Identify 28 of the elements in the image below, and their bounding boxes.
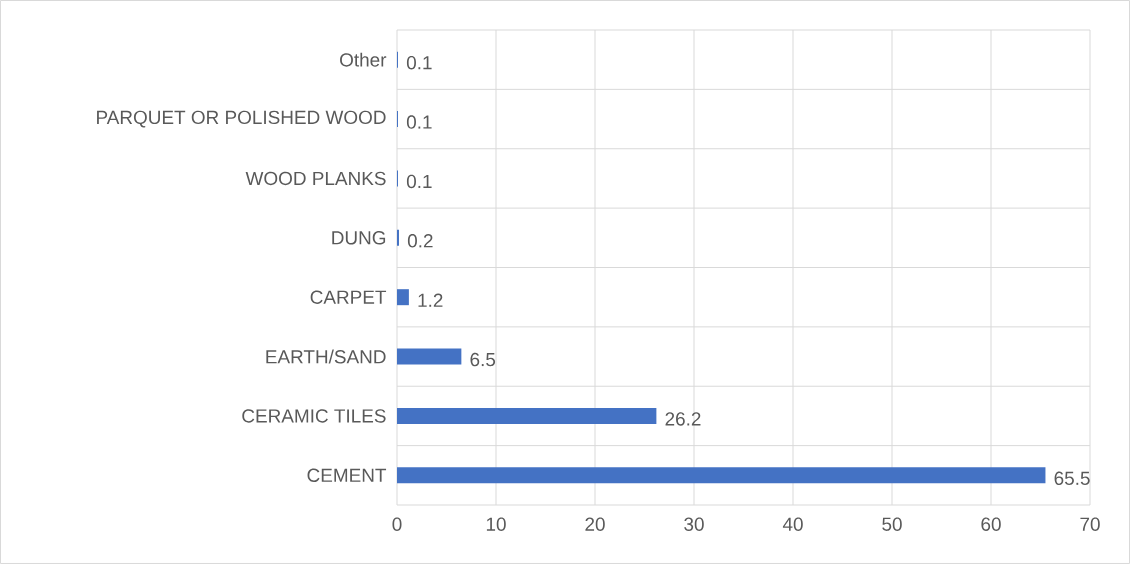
x-tick-label: 10 bbox=[486, 517, 506, 531]
y-tick-label: EARTH/SAND bbox=[266, 349, 386, 364]
data-label: 0.1 bbox=[406, 55, 432, 70]
y-tick-label: CERAMIC TILES bbox=[242, 409, 386, 423]
bar bbox=[397, 289, 409, 306]
data-label: 0.1 bbox=[406, 174, 432, 189]
y-tick-label: PARQUET OR POLISHED WOOD bbox=[97, 110, 386, 128]
data-label: 65.5 bbox=[1054, 471, 1090, 486]
x-tick-label: 0 bbox=[392, 517, 402, 531]
y-tick-label: CEMENT bbox=[307, 468, 387, 483]
x-tick-label: 30 bbox=[684, 517, 704, 531]
y-tick-label: CARPET bbox=[310, 290, 387, 304]
data-label: 0.2 bbox=[407, 234, 433, 248]
y-tick-label: DUNG bbox=[332, 231, 386, 245]
x-tick-label: 70 bbox=[1080, 517, 1100, 531]
x-tick-label: 40 bbox=[782, 517, 803, 531]
x-tick-label: 60 bbox=[981, 517, 1001, 531]
data-label: 26.2 bbox=[665, 412, 701, 426]
data-label: 6.5 bbox=[470, 352, 496, 367]
y-tick-label: WOOD PLANKS bbox=[245, 171, 386, 186]
bar bbox=[397, 407, 657, 424]
data-label: 0.1 bbox=[406, 115, 432, 129]
bar bbox=[397, 467, 1046, 484]
y-tick-label: Other bbox=[340, 52, 387, 67]
data-label: 1.2 bbox=[418, 293, 443, 307]
bar bbox=[397, 348, 462, 365]
x-tick-label: 50 bbox=[882, 517, 902, 531]
x-tick-label: 20 bbox=[585, 517, 605, 531]
